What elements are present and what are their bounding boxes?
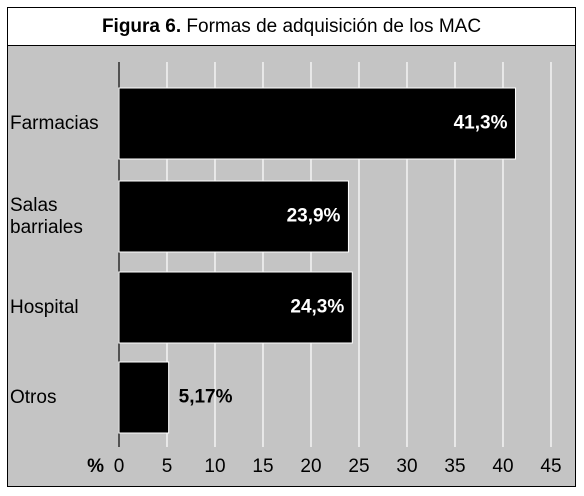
x-tick-label: 5 — [162, 456, 173, 477]
chart-title: Figura 6. Formas de adquisición de los M… — [8, 8, 575, 46]
value-label: 5,17% — [179, 387, 233, 408]
chart-frame: Figura 6. Formas de adquisición de los M… — [7, 7, 576, 487]
x-tick-label: 40 — [492, 456, 513, 477]
x-tick-label: 15 — [252, 456, 273, 477]
category-label: Farmacias — [10, 112, 99, 134]
bar — [118, 361, 170, 434]
category-label: Hospital — [10, 296, 79, 318]
bar — [118, 87, 516, 160]
category-label: Otros — [10, 386, 57, 408]
value-label: 24,3% — [290, 297, 344, 318]
category-label: Salas barriales — [10, 194, 83, 238]
bar — [118, 271, 353, 344]
x-tick-label: 35 — [444, 456, 465, 477]
value-label: 41,3% — [454, 113, 508, 134]
value-label: 23,9% — [287, 206, 341, 227]
x-tick-label: 30 — [396, 456, 417, 477]
x-tick-label: 25 — [348, 456, 369, 477]
x-tick-label: 10 — [204, 456, 225, 477]
x-tick-label: 20 — [300, 456, 321, 477]
title-text: Formas de adquisición de los MAC — [186, 16, 482, 37]
bar — [118, 180, 349, 253]
x-tick-label: 0 — [114, 456, 125, 477]
x-axis-label: % — [87, 456, 104, 477]
x-tick-label: 45 — [540, 456, 561, 477]
title-label: Figura 6. — [101, 16, 182, 37]
